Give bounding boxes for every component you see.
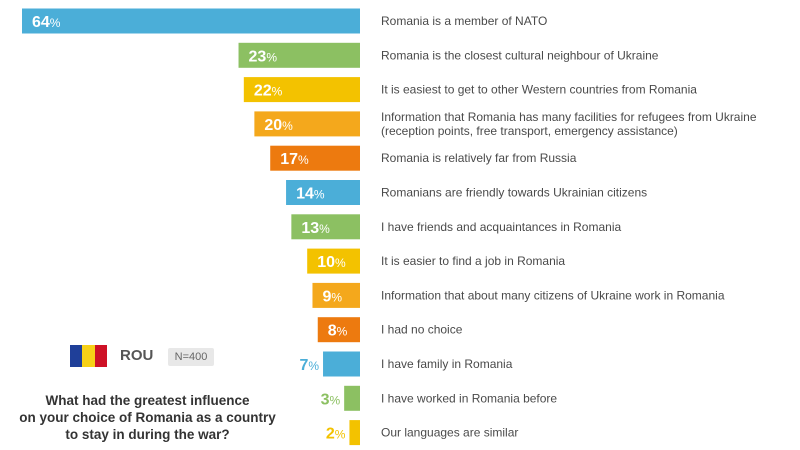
bar-value-label: 22% <box>254 83 283 100</box>
category-label: Romania is the closest cultural neighbou… <box>381 48 659 62</box>
bar <box>270 145 360 171</box>
bar <box>286 180 360 205</box>
bar-value-label: 17% <box>280 151 309 168</box>
flag-stripe-blue <box>70 345 83 367</box>
bar-value-label: 13% <box>301 220 330 237</box>
bar <box>323 351 360 377</box>
category-label: I had no choice <box>381 323 463 337</box>
flag-stripe-yellow <box>82 345 95 367</box>
category-label: It is easiest to get to other Western co… <box>381 83 697 97</box>
category-label: Information that Romania has many facili… <box>381 110 757 138</box>
bar-value-label: 3% <box>321 391 341 408</box>
bar <box>307 248 360 274</box>
category-label: Romanians are friendly towards Ukrainian… <box>381 186 647 200</box>
bar <box>317 317 360 343</box>
bar-value-label: 14% <box>296 186 325 203</box>
bar <box>243 77 360 103</box>
sample-size-badge: N=400 <box>168 348 214 366</box>
survey-question: What had the greatest influence on your … <box>19 393 276 442</box>
category-label: Our languages are similar <box>381 426 518 440</box>
category-label: Information that about many citizens of … <box>381 288 725 302</box>
bar-value-label: 9% <box>322 288 342 305</box>
bar-value-label: 7% <box>299 357 319 374</box>
flag-stripe-red <box>94 345 107 367</box>
bar <box>254 111 360 137</box>
bar-value-label: 2% <box>326 426 346 443</box>
romania-flag-icon <box>70 345 107 367</box>
bar-value-label: 23% <box>249 48 278 65</box>
bar <box>349 420 360 446</box>
category-label: I have friends and acquaintances in Roma… <box>381 220 621 234</box>
category-label: I have family in Romania <box>381 357 513 371</box>
country-code: ROU <box>120 347 154 364</box>
bar <box>291 214 360 240</box>
category-label: It is easier to find a job in Romania <box>381 254 565 268</box>
bar-value-label: 20% <box>264 117 293 134</box>
category-label: Romania is relatively far from Russia <box>381 151 577 165</box>
bar-value-label: 8% <box>328 323 348 340</box>
bar-value-label: 64% <box>32 14 61 31</box>
category-label: I have worked in Romania before <box>381 391 557 405</box>
bar-value-label: 10% <box>317 254 346 271</box>
bar <box>238 42 360 68</box>
bar <box>312 282 360 308</box>
category-label: Romania is a member of NATO <box>381 14 547 28</box>
bar <box>22 8 360 34</box>
bar <box>344 385 360 411</box>
